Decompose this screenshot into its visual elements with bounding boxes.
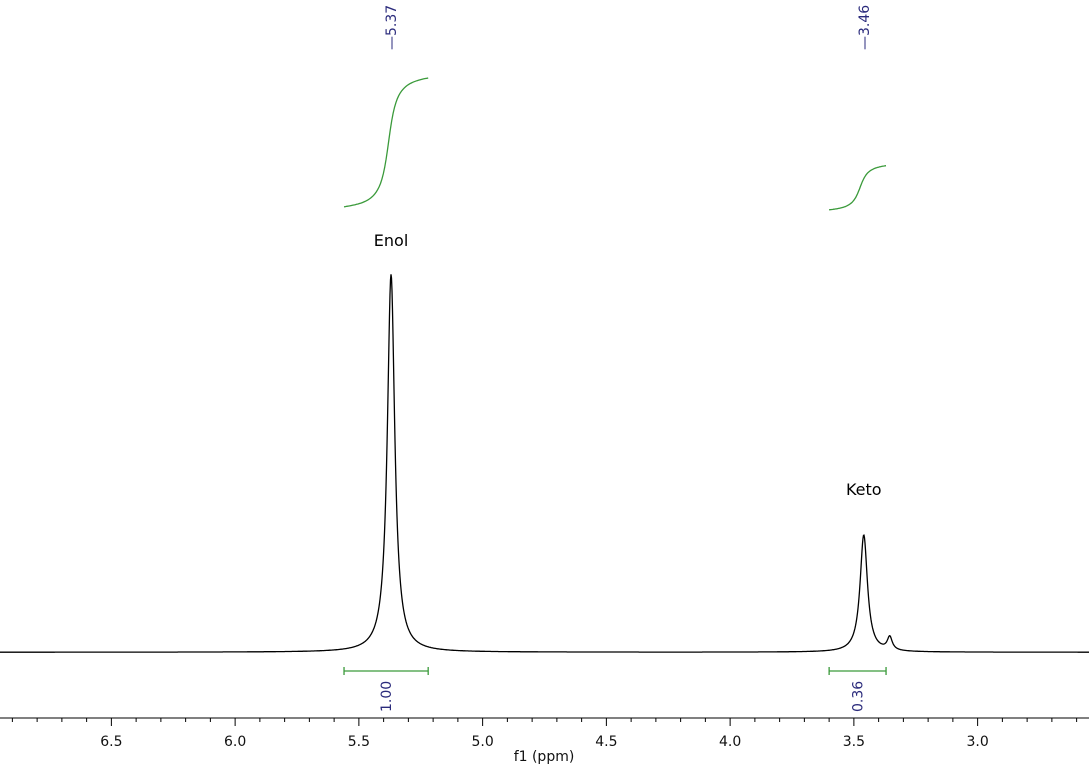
- integral-curves: [343, 77, 887, 211]
- x-tick-label: 3.0: [966, 734, 988, 750]
- integral-brackets: 1.00 0.36: [343, 667, 887, 712]
- integral-value: 1.00: [379, 681, 395, 712]
- x-tick-label: 5.5: [348, 734, 370, 750]
- peak-annotation: Keto: [846, 480, 882, 499]
- integral-value-group: 0.36: [851, 681, 867, 712]
- x-tick-label: 3.5: [843, 734, 865, 750]
- spectrum-line: [0, 274, 1089, 653]
- peak-annotation: Enol: [374, 231, 408, 250]
- x-axis: 6.5 6.0 5.5 5.0 4.5 4.0 3.5 3.0 f1 (ppm): [0, 717, 1089, 764]
- x-tick-label: 6.5: [100, 734, 122, 750]
- peak-pick-label: —5.37: [384, 5, 400, 50]
- x-tick-label: 5.0: [471, 734, 493, 750]
- x-tick-label: 4.5: [595, 734, 617, 750]
- peak-pick-label: —3.46: [857, 5, 873, 50]
- integral-value-group: 1.00: [379, 681, 395, 712]
- integral-curve: [343, 77, 429, 208]
- x-tick-label: 4.0: [719, 734, 741, 750]
- x-tick-label: 6.0: [224, 734, 246, 750]
- peak-annotations: Enol Keto: [374, 231, 882, 499]
- peak-picks: —5.37 —3.46: [384, 5, 873, 50]
- peak-pick: —5.37: [384, 5, 400, 50]
- x-axis-label: f1 (ppm): [514, 749, 575, 764]
- peak-pick: —3.46: [857, 5, 873, 50]
- integral-curve: [829, 165, 887, 211]
- integral-value: 0.36: [851, 681, 867, 712]
